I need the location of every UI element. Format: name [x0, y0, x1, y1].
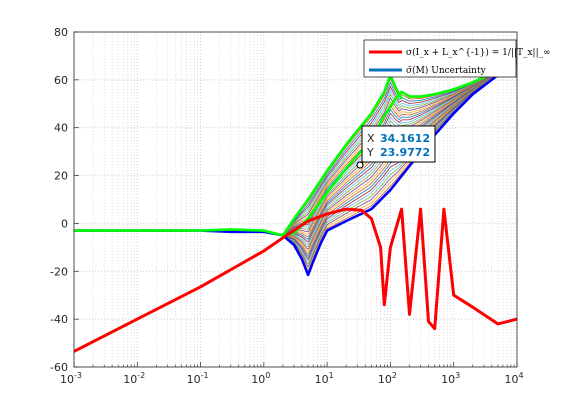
plot-area: [74, 32, 517, 367]
y-tick-label: 80: [54, 26, 68, 39]
datatip-x-value: 34.1612: [380, 132, 430, 145]
x-tick-label: 101: [315, 371, 334, 386]
legend-label-red: σ(I_x + L_x^{-1}) = 1/||T_x||_∞: [406, 47, 551, 58]
y-tick-label: 20: [54, 170, 68, 183]
series-line-3: [263, 73, 403, 237]
y-tick-label: 60: [54, 74, 68, 87]
x-tick-labels: 10-3 10-2 10-1 100 101 102 103 104: [60, 371, 524, 386]
datatip-y-label: Y: [366, 146, 374, 159]
y-tick-labels: -60 -40 -20 0 20 40 60 80: [50, 26, 68, 374]
y-tick-label: -40: [50, 313, 68, 326]
y-tick-label: 40: [54, 122, 68, 135]
series-line-1: [74, 61, 517, 277]
legend[interactable]: σ(I_x + L_x^{-1}) = 1/||T_x||_∞ σ̄(M) Un…: [363, 39, 551, 78]
x-tick-label: 100: [251, 371, 270, 386]
y-tick-label: -60: [50, 361, 68, 374]
datatip-box: [361, 125, 436, 163]
datatip-marker: [356, 161, 364, 169]
x-tick-label: 10-1: [187, 371, 209, 386]
datatip-x-label: X: [367, 132, 375, 145]
ticks: [73, 31, 518, 368]
x-tick-label: 104: [504, 371, 523, 386]
legend-box: [363, 39, 517, 78]
legend-label-blue: σ̄(M) Uncertainty: [406, 65, 487, 76]
axes-box: [73, 31, 518, 368]
x-tick-label: 103: [441, 371, 460, 386]
x-tick-label: 102: [378, 371, 397, 386]
y-tick-label: -20: [50, 265, 68, 278]
x-tick-label: 10-2: [123, 371, 145, 386]
datatip[interactable]: X 34.1612 Y 23.9772: [356, 125, 436, 169]
y-tick-label: 0: [61, 217, 68, 230]
datatip-y-value: 23.9772: [380, 146, 430, 159]
series-line-0: [74, 207, 517, 353]
